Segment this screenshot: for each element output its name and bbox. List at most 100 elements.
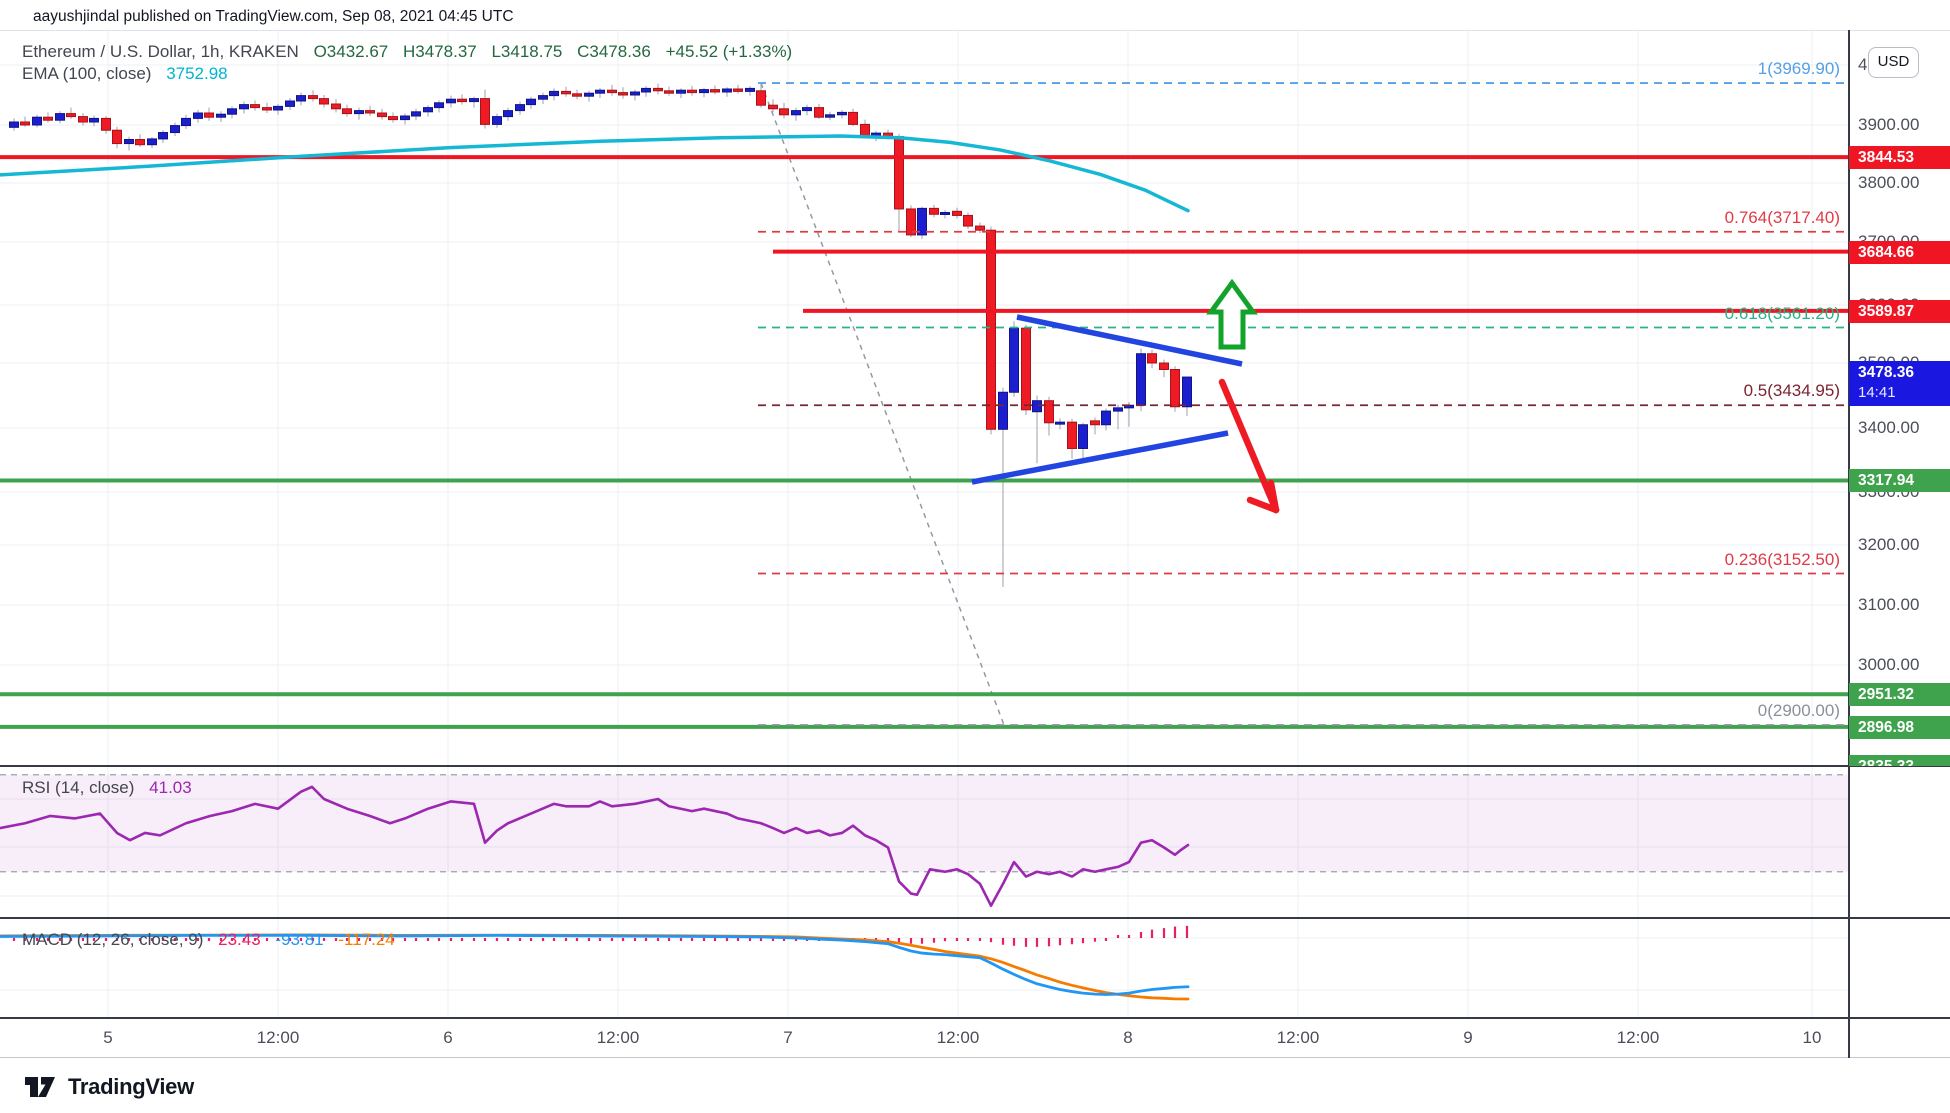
candle-body [756, 90, 766, 106]
price-axis-border [1848, 30, 1850, 1058]
price-axis-tick[interactable]: 3400.00 [1858, 418, 1920, 437]
time-axis-tick[interactable]: 12:00 [596, 1028, 640, 1047]
candle-body [365, 110, 375, 114]
candle-body [9, 121, 19, 128]
candle-body [78, 116, 88, 123]
ema-line [0, 134, 1190, 213]
price-axis-tick[interactable]: 3800.00 [1858, 173, 1920, 192]
candle-body [664, 90, 674, 94]
pane-separator-rsi-macd[interactable] [0, 917, 1950, 919]
green-up-arrow[interactable] [1206, 278, 1258, 350]
symbol-legend[interactable]: Ethereum / U.S. Dollar, 1h, KRAKEN O3432… [22, 42, 792, 62]
candle-body [55, 113, 65, 121]
ohlc-change: +45.52 (+1.33%) [665, 42, 793, 61]
candle-body [722, 88, 732, 93]
price-badge: 3684.66 [1849, 241, 1950, 264]
candle-body [572, 93, 582, 97]
time-axis-tick[interactable]: 5 [103, 1028, 113, 1047]
time-axis-tick[interactable]: 6 [443, 1028, 453, 1047]
candle-body [515, 104, 525, 112]
pane-separator-main-rsi[interactable] [0, 765, 1950, 767]
candle-body [975, 225, 985, 231]
tradingview-logo-icon [25, 1077, 55, 1097]
candle-body [469, 98, 479, 103]
candle-body [446, 98, 456, 104]
price-badge-value: 2896.98 [1858, 719, 1915, 736]
ema-legend[interactable]: EMA (100, close) 3752.98 [22, 64, 228, 84]
time-axis-tick[interactable]: 10 [1802, 1028, 1822, 1047]
time-axis-tick[interactable]: 12:00 [1276, 1028, 1320, 1047]
candle-body [1009, 327, 1019, 393]
price-axis-tick[interactable]: 3600.00 [1858, 295, 1920, 314]
red-arrow-shaft[interactable] [1218, 378, 1280, 514]
price-badge: 3478.36 14:41 [1849, 361, 1950, 406]
candle-body [135, 139, 145, 146]
price-axis-tick[interactable]: 3900.00 [1858, 115, 1920, 134]
price-axis-tick[interactable]: 3300.00 [1858, 482, 1920, 501]
price-badge-value: 2951.32 [1858, 686, 1915, 703]
candle-body [595, 89, 605, 94]
candle-body [1136, 353, 1146, 406]
fib-level-label: 0(2900.00) [1757, 701, 1840, 720]
price-axis-tick[interactable]: 3200.00 [1858, 535, 1920, 554]
time-axis-tick[interactable]: 9 [1463, 1028, 1473, 1047]
chart-top-border [0, 30, 1950, 31]
rsi-line [0, 785, 1190, 908]
currency-toggle-button[interactable]: USD [1868, 47, 1919, 78]
candle-body [618, 92, 628, 96]
candle-body [630, 91, 640, 96]
triangle-trendline[interactable] [1016, 314, 1243, 367]
candle-body [998, 391, 1008, 430]
price-axis-tick[interactable]: 3000.00 [1858, 655, 1920, 674]
red-arrow-barb[interactable] [1246, 496, 1280, 514]
rsi-legend[interactable]: RSI (14, close) 41.03 [22, 778, 192, 798]
red-arrow-barb[interactable] [1267, 479, 1280, 514]
fib-level-label: 0.618(3561.20) [1724, 303, 1840, 323]
candle-body [112, 129, 122, 145]
price-axis-tick[interactable]: 3700.00 [1858, 232, 1920, 251]
candle-body [1021, 327, 1031, 411]
macd-hist-value: 23.43 [218, 930, 261, 949]
time-axis-tick[interactable]: 8 [1123, 1028, 1133, 1047]
candle-body [733, 88, 743, 92]
price-axis-tick[interactable]: 3100.00 [1858, 595, 1920, 614]
price-badge: 2896.98 [1849, 716, 1950, 739]
ohlc-open: O3432.67 [313, 42, 389, 61]
ohlc-high: H3478.37 [403, 42, 477, 61]
tradingview-logo[interactable]: TradingView [25, 1072, 194, 1102]
time-axis-tick[interactable]: 12:00 [936, 1028, 980, 1047]
candle-body [319, 98, 329, 105]
price-badge-value: 3589.87 [1858, 303, 1915, 320]
price-badge-time: 14:41 [1858, 384, 1896, 401]
candle-body [503, 110, 513, 118]
candle-body [929, 207, 939, 215]
candle-body [308, 95, 318, 100]
time-axis-tick[interactable]: 12:00 [256, 1028, 300, 1047]
candle-body [641, 87, 651, 93]
macd-label: MACD (12, 26, close, 9) [22, 930, 204, 949]
time-axis-tick[interactable]: 12:00 [1616, 1028, 1660, 1047]
candle-body [906, 208, 916, 236]
candle-body [492, 116, 502, 125]
candle-body [296, 95, 306, 102]
triangle-trendline[interactable] [971, 430, 1229, 485]
candle-body [170, 125, 180, 134]
candle-body [676, 89, 686, 94]
candle-body [1055, 421, 1065, 425]
candle-body [377, 112, 387, 118]
candle-body [791, 110, 801, 116]
candle-body [779, 108, 789, 116]
candle-body [101, 117, 111, 131]
candle-body [20, 121, 30, 126]
candle-body [423, 107, 433, 113]
published-caption: aayushjindal published on TradingView.co… [33, 8, 514, 25]
candle-body [354, 110, 364, 115]
candle-body [963, 214, 973, 227]
candle-body [250, 104, 260, 109]
price-axis-tick[interactable]: 3500.00 [1858, 353, 1920, 372]
time-axis-tick[interactable]: 7 [783, 1028, 793, 1047]
macd-legend[interactable]: MACD (12, 26, close, 9) 23.43 -93.81 -11… [22, 930, 395, 950]
time-axis-bottom-border [0, 1057, 1950, 1058]
candle-body [193, 112, 203, 119]
